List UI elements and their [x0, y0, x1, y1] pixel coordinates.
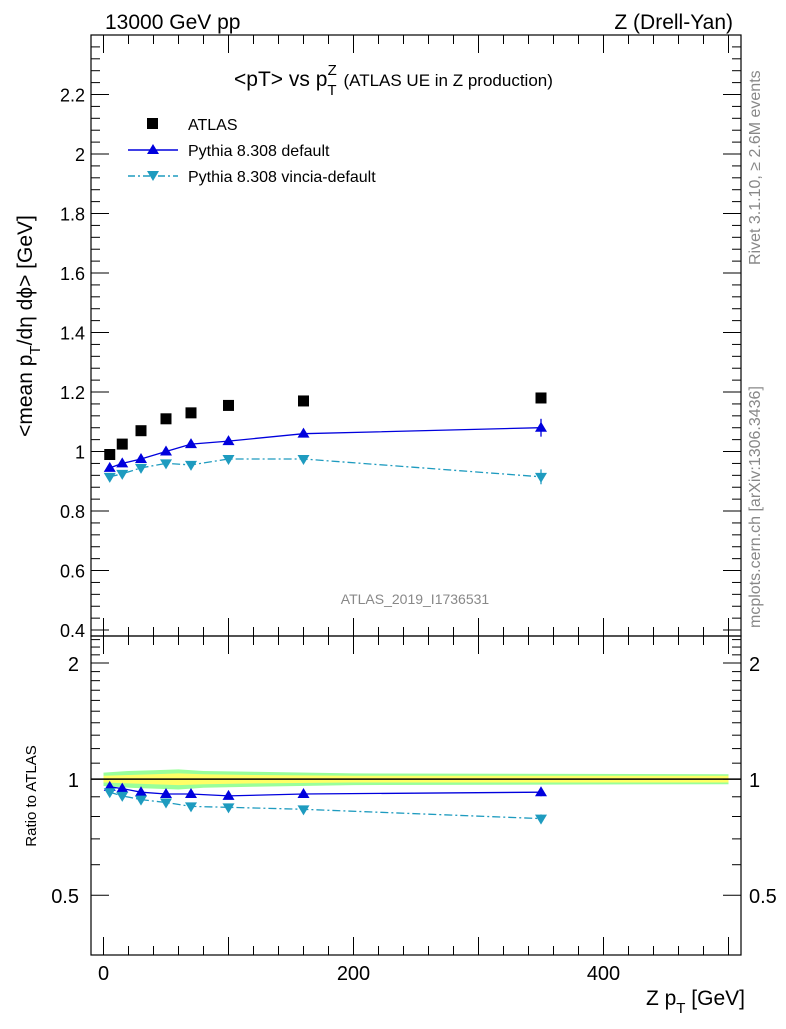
ratio-point-vincia — [103, 788, 116, 799]
ratio-point-vincia — [535, 814, 547, 825]
ratio-point-default — [160, 788, 172, 799]
main-line-vincia — [109, 458, 542, 478]
main-point-atlas — [160, 413, 172, 425]
ratio-point-vincia — [222, 803, 235, 814]
main-y-tick-label: 1.8 — [60, 205, 85, 225]
main-point-atlas — [223, 399, 234, 411]
ratio-point-default — [135, 786, 147, 797]
ratio-y-tick-label-left: 2 — [68, 654, 79, 676]
header-right: Z (Drell-Yan) — [614, 11, 733, 34]
main-point-vincia — [135, 463, 147, 474]
legend: ATLAS Pythia 8.308 default Pythia 8.308 … — [128, 117, 376, 186]
header-left: 13000 GeV pp — [105, 11, 240, 34]
ratio-line-vincia — [109, 791, 542, 820]
ratio-panel-frame — [90, 635, 742, 956]
main-y-tick-label: 1.4 — [60, 324, 85, 344]
rivet-version-label: Rivet 3.1.10, ≥ 2.6M events — [747, 70, 764, 265]
main-point-vincia — [535, 472, 547, 483]
x-tick-label: 200 — [337, 963, 370, 985]
x-axis-label: Z pT [GeV] — [646, 987, 745, 1017]
main-point-atlas — [298, 395, 309, 407]
ratio-y-tick-label-right: 2 — [749, 654, 760, 676]
ratio-point-vincia — [135, 795, 147, 806]
main-y-tick-label: 1 — [75, 443, 85, 463]
mcplots-label: mcplots.cern.ch [arXiv:1306.3436] — [747, 386, 764, 628]
main-point-vincia — [160, 459, 172, 470]
x-tick-label: 0 — [98, 963, 109, 985]
main-point-default — [160, 445, 172, 456]
ratio-point-vincia — [116, 791, 129, 802]
main-point-vincia — [116, 469, 129, 480]
analysis-label: ATLAS_2019_I1736531 — [341, 591, 490, 607]
main-point-default — [135, 452, 147, 463]
ratio-point-default — [535, 786, 547, 797]
ratio-point-default — [185, 788, 197, 799]
ratio-y-axis-label: Ratio to ATLAS — [23, 745, 40, 846]
legend-label-vincia: Pythia 8.308 vincia-default — [188, 169, 376, 186]
main-point-atlas — [185, 407, 197, 419]
main-line-default — [109, 427, 542, 469]
ratio-point-vincia — [297, 805, 310, 816]
main-y-tick-label: 1.2 — [60, 383, 85, 403]
main-y-tick-label: 1.6 — [60, 264, 85, 284]
main-point-vincia — [103, 472, 116, 483]
main-point-default — [116, 457, 129, 468]
ratio-y-tick-label-left: 1 — [68, 770, 79, 792]
legend-marker-vincia — [147, 171, 159, 181]
main-y-tick-label: 0.4 — [60, 621, 85, 641]
main-y-tick-label: 2.2 — [60, 86, 85, 106]
legend-marker-default — [147, 144, 159, 154]
main-point-default — [297, 427, 310, 438]
ratio-y-tick-label-right: 0.5 — [749, 886, 777, 908]
ratio-point-vincia — [185, 802, 197, 813]
main-point-default — [222, 435, 235, 446]
main-y-tick-label: 0.6 — [60, 562, 85, 582]
ratio-point-default — [116, 782, 129, 793]
main-point-default — [103, 461, 116, 472]
ratio-y-tick-label-left: 0.5 — [51, 886, 79, 908]
main-y-tick-label: 2 — [75, 145, 85, 165]
main-point-vincia — [297, 454, 310, 465]
main-point-atlas — [116, 438, 128, 450]
main-y-axis-label: <mean pT/dη dϕ> [GeV] — [14, 215, 44, 437]
main-y-tick-label: 0.8 — [60, 502, 85, 522]
x-tick-label: 400 — [587, 963, 620, 985]
main-point-default — [185, 438, 197, 449]
main-point-atlas — [135, 425, 147, 437]
main-point-vincia — [185, 460, 197, 471]
ratio-y-tick-label-right: 1 — [749, 770, 760, 792]
main-point-atlas — [535, 392, 547, 404]
main-point-vincia — [222, 454, 235, 465]
ratio-point-default — [297, 788, 310, 799]
main-point-default — [535, 421, 547, 432]
legend-label-atlas: ATLAS — [188, 117, 238, 134]
main-point-atlas — [104, 449, 116, 461]
plot-title: <pT> vs pTZ (ATLAS UE in Z production) — [234, 62, 553, 99]
legend-marker-atlas — [147, 118, 158, 129]
ratio-point-vincia — [160, 798, 172, 809]
legend-label-default: Pythia 8.308 default — [188, 143, 330, 160]
ratio-point-default — [222, 789, 235, 800]
